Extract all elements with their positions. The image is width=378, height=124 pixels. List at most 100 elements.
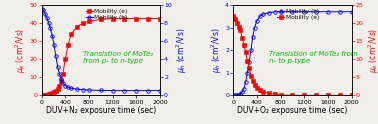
Mobility (h) [245,72,250,74]
Mobility (h) [247,61,251,62]
Mobility (e) [234,22,239,24]
Mobility (e) [81,22,85,24]
Mobility (e) [252,84,257,85]
Mobility (e) [273,94,277,95]
Mobility (h) [75,88,79,90]
Mobility (e) [245,60,250,62]
X-axis label: DUV+N₂ exposure time (sec): DUV+N₂ exposure time (sec) [46,106,156,115]
Y-axis label: $\mu_e$ (cm$^2$/Vs): $\mu_e$ (cm$^2$/Vs) [14,28,28,73]
Mobility (h) [273,11,277,13]
Mobility (e) [247,68,251,69]
Mobility (e) [50,92,54,93]
Mobility (h) [233,94,237,96]
Mobility (e) [338,95,342,96]
Mobility (h) [349,11,354,13]
Mobility (h) [236,94,241,95]
Y-axis label: $\mu_e$ (cm$^2$/Vs): $\mu_e$ (cm$^2$/Vs) [366,28,378,73]
Mobility (h) [57,73,62,75]
Mobility (h) [278,11,283,13]
Y-axis label: $\mu_h$ (cm$^2$/Vs): $\mu_h$ (cm$^2$/Vs) [175,28,189,73]
Mobility (e) [110,18,115,19]
Text: Transistion of MoTe₂
from p- to n-type: Transistion of MoTe₂ from p- to n-type [83,51,153,64]
Mobility (e) [257,89,262,91]
Mobility (h) [302,11,307,13]
Mobility (h) [63,85,68,86]
Mobility (e) [63,59,68,60]
Mobility (h) [234,94,239,96]
Mobility (e) [243,51,248,53]
Mobility (e) [43,94,47,96]
Mobility (h) [39,8,44,9]
Mobility (e) [98,19,103,20]
Mobility (e) [75,26,79,27]
Mobility (e) [59,80,64,82]
Mobility (e) [69,33,73,35]
Mobility (e) [55,88,60,90]
Mobility (h) [50,35,54,36]
Mobility (e) [158,18,162,19]
Mobility (e) [231,15,235,17]
Line: Mobility (h): Mobility (h) [231,10,353,97]
Mobility (h) [231,95,235,96]
Mobility (e) [48,93,53,94]
Mobility (e) [146,18,150,19]
Mobility (h) [55,66,60,67]
Mobility (h) [238,93,243,94]
Mobility (e) [260,91,265,93]
Mobility (h) [242,88,246,89]
Mobility (e) [45,94,49,95]
Mobility (e) [325,95,330,96]
Mobility (h) [240,91,244,93]
Mobility (h) [338,11,342,13]
Mobility (e) [278,94,283,96]
Mobility (h) [122,90,127,91]
Mobility (e) [242,44,246,46]
Mobility (e) [349,95,354,96]
Mobility (e) [238,30,243,31]
Mobility (e) [236,26,241,27]
Mobility (h) [66,87,70,88]
Mobility (h) [260,13,265,15]
Line: Mobility (e): Mobility (e) [231,14,353,97]
Mobility (e) [233,19,237,20]
Mobility (h) [43,13,47,15]
Mobility (h) [134,90,138,91]
Mobility (h) [158,90,162,91]
Mobility (h) [257,16,262,17]
Mobility (h) [146,90,150,91]
Mobility (h) [54,55,58,56]
Mobility (h) [41,10,46,11]
Mobility (h) [87,89,91,91]
X-axis label: DUV+O₂ exposure time (sec): DUV+O₂ exposure time (sec) [237,106,348,115]
Mobility (h) [52,44,56,46]
Mobility (e) [240,37,244,38]
Mobility (h) [243,81,248,83]
Mobility (h) [252,27,257,28]
Mobility (h) [81,89,85,90]
Mobility (e) [314,95,318,96]
Mobility (h) [255,20,259,22]
Mobility (e) [87,20,91,22]
Mobility (h) [48,28,53,29]
Mobility (h) [290,11,295,13]
Legend: Mobility (h), Mobility (e): Mobility (h), Mobility (e) [276,8,321,21]
Mobility (e) [134,18,138,19]
Mobility (e) [266,93,271,94]
Mobility (e) [249,75,253,76]
Mobility (e) [122,18,127,19]
Mobility (e) [290,95,295,96]
Mobility (h) [325,11,330,13]
Mobility (e) [302,95,307,96]
Mobility (e) [52,91,56,93]
Mobility (e) [41,94,46,96]
Mobility (h) [249,49,253,51]
Mobility (e) [39,95,44,96]
Mobility (h) [45,17,49,18]
Mobility (h) [69,88,73,89]
Mobility (e) [54,90,58,92]
Mobility (h) [266,12,271,14]
Mobility (h) [251,36,255,37]
Mobility (h) [110,90,115,91]
Legend: Mobility (e), Mobility (h): Mobility (e), Mobility (h) [84,8,129,21]
Mobility (h) [59,78,64,80]
